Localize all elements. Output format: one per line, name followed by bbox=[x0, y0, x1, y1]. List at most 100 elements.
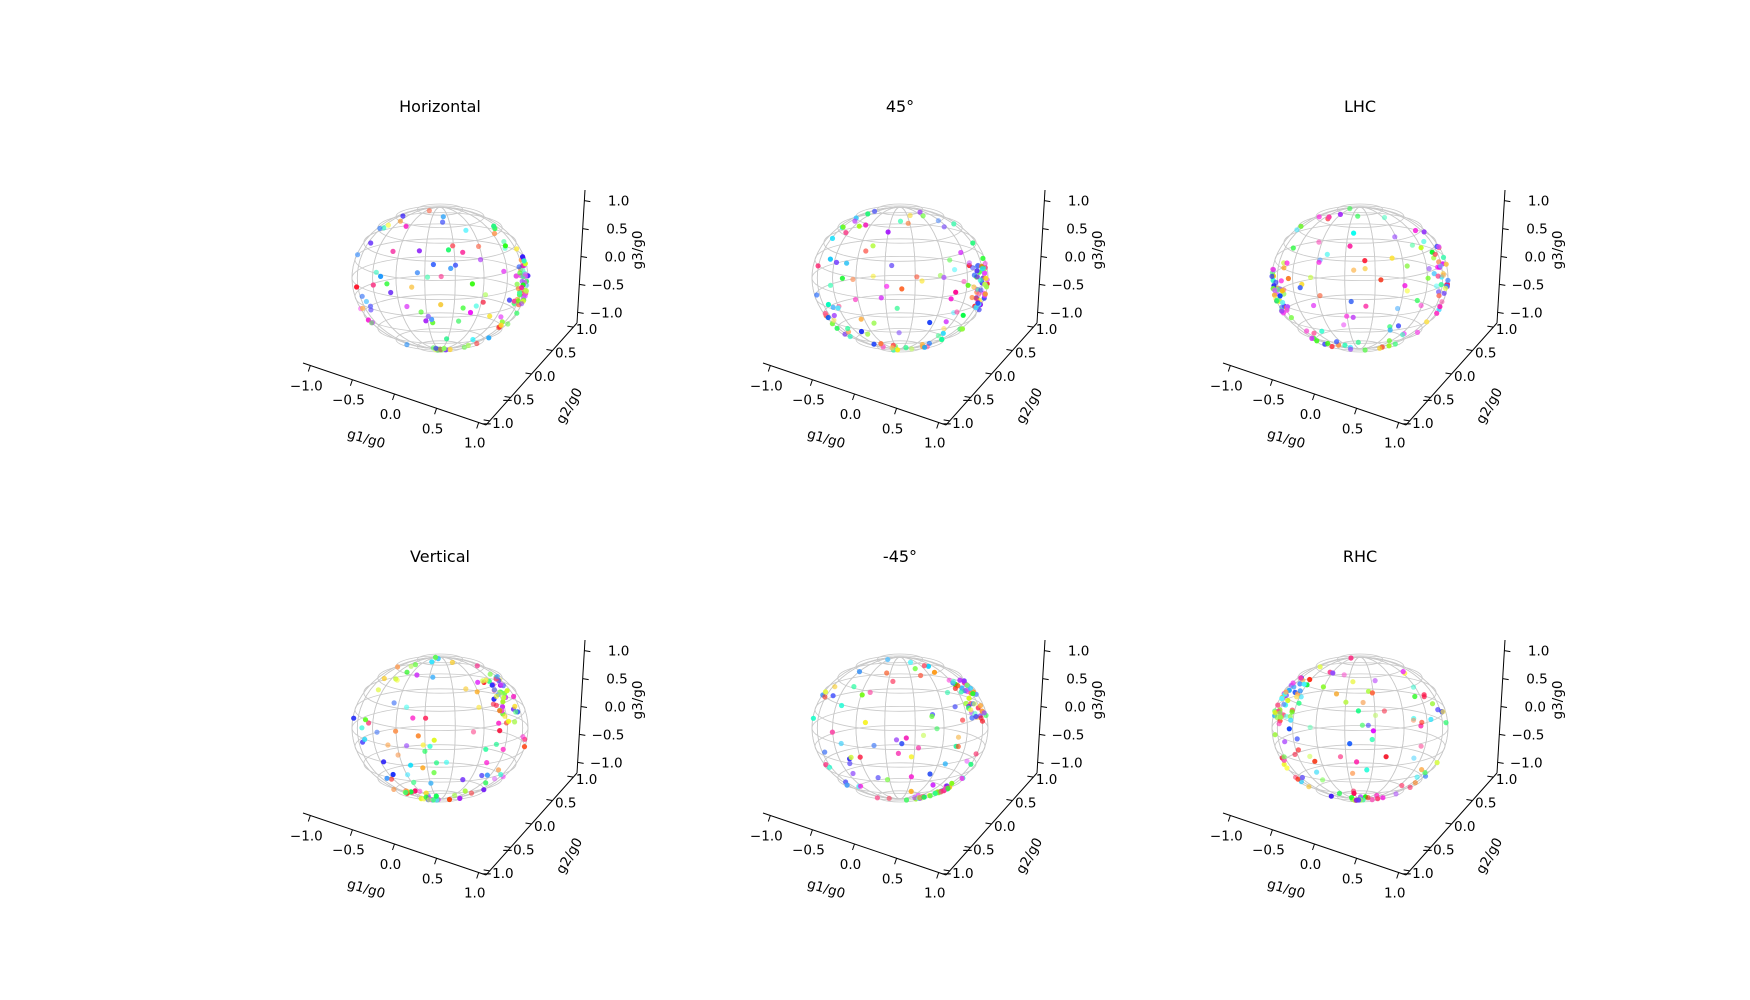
data-point bbox=[908, 774, 915, 780]
y-tick-label: −1.0 bbox=[1401, 416, 1434, 432]
data-point bbox=[523, 288, 530, 294]
z-axis-label: g3/g0 bbox=[1550, 681, 1566, 720]
data-point bbox=[1359, 722, 1365, 728]
data-point bbox=[424, 274, 431, 280]
data-point bbox=[1350, 770, 1356, 776]
data-point bbox=[452, 262, 459, 268]
z-tick bbox=[1042, 678, 1049, 681]
data-point bbox=[978, 715, 984, 721]
data-point bbox=[368, 240, 374, 246]
data-point bbox=[823, 762, 829, 768]
data-point bbox=[1277, 293, 1283, 299]
data-point bbox=[1436, 289, 1442, 295]
data-point bbox=[448, 265, 454, 271]
data-point bbox=[961, 678, 967, 684]
data-point bbox=[945, 785, 951, 792]
data-point bbox=[1355, 708, 1361, 714]
y-tick-label: 0.5 bbox=[1475, 346, 1496, 362]
y-tick bbox=[567, 775, 574, 778]
data-point bbox=[970, 265, 976, 271]
data-point bbox=[970, 240, 976, 246]
x-tick bbox=[1396, 422, 1400, 429]
y-tick bbox=[964, 845, 971, 848]
data-point bbox=[484, 772, 490, 778]
data-point bbox=[958, 689, 964, 695]
data-point bbox=[475, 679, 481, 685]
latitude-line bbox=[823, 223, 977, 262]
x-tick-label: −0.5 bbox=[792, 393, 825, 409]
data-point bbox=[463, 686, 469, 692]
data-point bbox=[405, 772, 411, 778]
data-point bbox=[506, 297, 513, 303]
data-point bbox=[1365, 688, 1372, 694]
data-point bbox=[452, 792, 458, 799]
data-point bbox=[429, 659, 435, 665]
x-tick-label: −1.0 bbox=[1210, 828, 1243, 844]
data-point bbox=[895, 347, 901, 353]
data-point bbox=[1278, 278, 1284, 284]
data-point bbox=[432, 654, 439, 660]
data-point bbox=[479, 772, 485, 779]
data-point bbox=[446, 796, 453, 803]
data-point bbox=[917, 209, 923, 215]
y-axis-label: g2/g0 bbox=[1013, 835, 1046, 877]
z-tick-label: 0.0 bbox=[605, 700, 626, 716]
data-point bbox=[1372, 712, 1379, 719]
data-point bbox=[366, 720, 372, 726]
data-point bbox=[969, 715, 975, 721]
axes bbox=[762, 639, 1051, 879]
data-point bbox=[927, 319, 933, 326]
data-point bbox=[400, 213, 406, 219]
x-axis-label: g1/g0 bbox=[1265, 876, 1307, 902]
data-point bbox=[498, 314, 504, 320]
longitude-line bbox=[855, 206, 945, 350]
data-point bbox=[428, 780, 434, 786]
y-tick bbox=[964, 395, 971, 398]
data-point bbox=[395, 752, 401, 758]
x-tick bbox=[936, 422, 940, 429]
y-tick bbox=[943, 419, 950, 422]
x-tick bbox=[1312, 393, 1315, 401]
y-tick bbox=[1403, 419, 1410, 422]
data-point bbox=[1297, 285, 1303, 291]
data-point bbox=[865, 331, 871, 337]
latitude-line bbox=[823, 744, 977, 783]
x-tick-label: 0.0 bbox=[840, 407, 861, 423]
data-point bbox=[1404, 263, 1410, 269]
data-point bbox=[979, 266, 986, 272]
x-tick bbox=[936, 872, 940, 879]
y-tick bbox=[1027, 775, 1034, 778]
data-point bbox=[1330, 670, 1336, 676]
data-point bbox=[1325, 340, 1331, 347]
data-point bbox=[981, 710, 987, 716]
data-point bbox=[501, 268, 507, 274]
sphere-wireframe bbox=[351, 653, 529, 803]
data-point bbox=[391, 700, 397, 706]
data-point bbox=[423, 318, 429, 324]
data-point bbox=[1378, 277, 1384, 283]
data-point bbox=[875, 775, 881, 781]
data-point bbox=[489, 682, 495, 688]
data-point bbox=[377, 225, 383, 231]
data-point bbox=[889, 262, 895, 269]
data-point bbox=[1307, 753, 1313, 760]
data-point bbox=[441, 345, 447, 352]
data-point bbox=[884, 283, 890, 289]
data-point bbox=[1348, 346, 1354, 352]
y-axis-label: g2/g0 bbox=[1473, 835, 1506, 877]
data-point bbox=[1316, 214, 1322, 220]
data-point bbox=[367, 303, 374, 309]
x-tick bbox=[434, 858, 438, 865]
x-tick-label: 0.5 bbox=[1342, 871, 1363, 887]
data-point bbox=[414, 270, 420, 276]
data-point bbox=[954, 309, 960, 315]
data-point bbox=[871, 341, 877, 347]
data-point bbox=[932, 790, 938, 796]
longitude-line bbox=[855, 656, 945, 800]
data-point bbox=[1383, 754, 1389, 760]
data-point bbox=[519, 301, 525, 307]
data-point bbox=[497, 728, 503, 734]
data-point bbox=[1389, 255, 1395, 261]
subplot: LHC−1.0−0.50.00.51.0−1.0−0.50.00.51.0−1.… bbox=[1210, 97, 1566, 452]
data-point bbox=[1438, 282, 1444, 288]
